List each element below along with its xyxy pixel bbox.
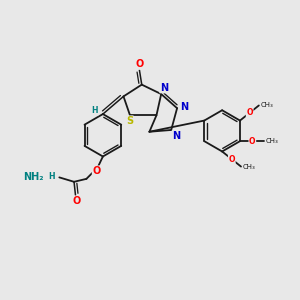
Text: O: O <box>249 137 256 146</box>
Text: N: N <box>160 82 168 93</box>
Text: NH₂: NH₂ <box>23 172 44 182</box>
Text: CH₃: CH₃ <box>260 103 273 109</box>
Text: O: O <box>93 166 101 176</box>
Text: S: S <box>126 116 133 126</box>
Text: O: O <box>73 196 81 206</box>
Text: O: O <box>135 59 143 69</box>
Text: O: O <box>229 155 235 164</box>
Text: CH₃: CH₃ <box>266 138 278 144</box>
Text: O: O <box>246 108 253 117</box>
Text: N: N <box>180 102 188 112</box>
Text: CH₃: CH₃ <box>242 164 255 169</box>
Text: H: H <box>92 106 98 115</box>
Text: N: N <box>172 131 181 141</box>
Text: H: H <box>48 172 54 181</box>
Text: H: H <box>48 172 54 181</box>
